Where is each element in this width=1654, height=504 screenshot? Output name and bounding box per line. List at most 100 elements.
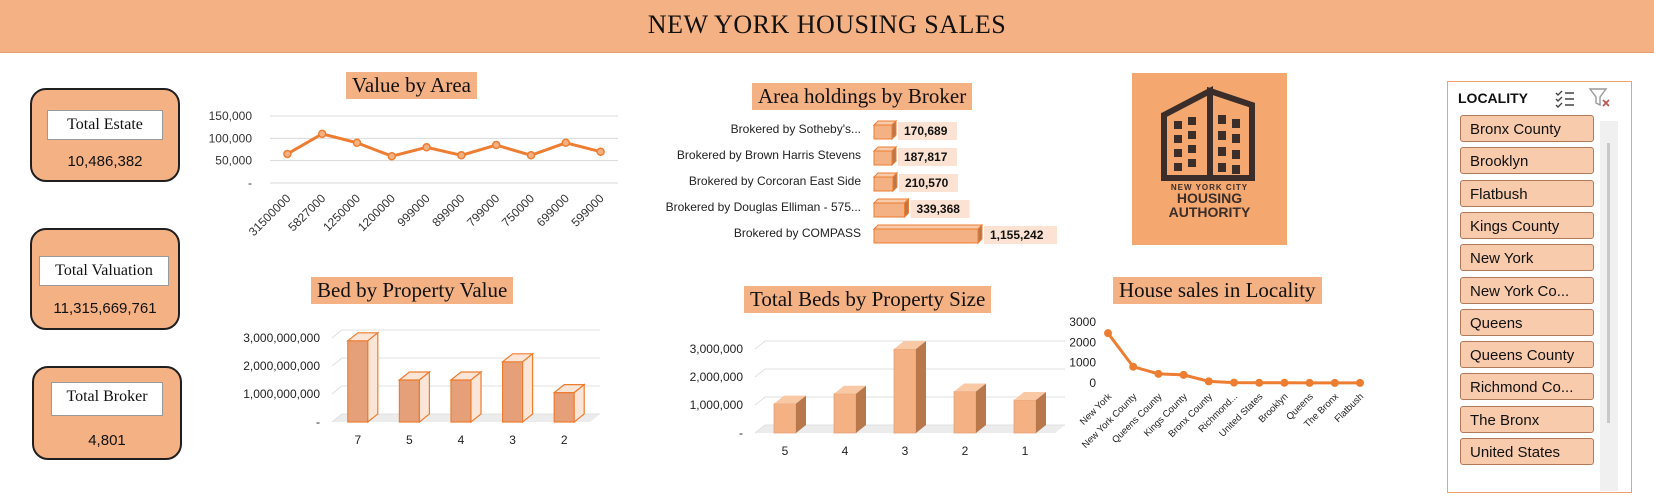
data-point <box>1179 370 1188 379</box>
slicer-item[interactable]: New York <box>1460 244 1594 272</box>
x-tick-label: 5827000 <box>285 191 328 234</box>
bar-top <box>1014 391 1046 400</box>
slicer-item[interactable]: Queens <box>1460 308 1594 336</box>
gridline <box>754 340 1065 350</box>
y-tick-label: - <box>248 176 252 190</box>
x-tick-label: 7 <box>354 433 361 447</box>
bar <box>773 403 797 434</box>
bar <box>553 391 575 423</box>
data-label-bg <box>984 226 1057 244</box>
series-line <box>1106 332 1360 385</box>
y-tick-label: 3000 <box>1070 315 1096 329</box>
y-category-label: Brokered by COMPASS <box>734 226 861 240</box>
kpi-total-broker: Total Broker 4,801 <box>32 366 182 460</box>
y-category-label: Brokered by Brown Harris Stevens <box>677 148 861 162</box>
x-tick-label: 599000 <box>569 191 607 229</box>
multi-select-icon[interactable] <box>1554 88 1576 108</box>
logo-line2: HOUSING <box>1177 190 1242 206</box>
kpi-total-estate-label: Total Estate <box>47 110 163 140</box>
slicer-title: LOCALITY <box>1458 90 1528 106</box>
bar-top <box>872 224 984 230</box>
data-label-bg <box>898 148 957 166</box>
data-label-bg <box>898 122 957 140</box>
clear-filter-icon[interactable] <box>1588 87 1612 109</box>
bar-side <box>892 171 898 193</box>
bar-side <box>367 331 379 424</box>
bar-top <box>894 341 926 349</box>
y-tick-label: 0 <box>1089 376 1096 390</box>
slicer-scroll-thumb[interactable] <box>1607 143 1610 423</box>
chart-title-beds-by-size: Total Beds by Property Size <box>744 286 992 313</box>
bar-side <box>796 395 806 433</box>
data-point <box>596 147 605 156</box>
y-tick-label: 2,000,000,000 <box>243 359 320 373</box>
y-tick-label: 2,000,000 <box>690 370 744 384</box>
x-tick-label: 4 <box>842 444 849 458</box>
bar <box>873 176 894 192</box>
chart-value-by-area: 150,000 100,000 50,000 -3150000058270001250… <box>209 109 618 239</box>
data-point <box>526 151 536 160</box>
data-point <box>387 151 397 161</box>
chart-total-beds-by-property-size: 3,000,000 2,000,000 1,000,000 - 5 4 3 2 1 <box>690 340 1065 458</box>
y-category-label: Brokered by Sotheby's... <box>731 122 861 136</box>
chart-title-bed-by-value: Bed by Property Value <box>311 277 514 304</box>
slicer-item[interactable]: Brooklyn <box>1460 147 1594 175</box>
bar-side <box>904 197 910 219</box>
bar <box>873 124 893 140</box>
y-tick-label: 1,000,000,000 <box>243 387 320 401</box>
bar-top <box>834 385 866 394</box>
data-point <box>1204 377 1213 386</box>
slicer-item[interactable]: Bronx County <box>1460 115 1594 142</box>
bar <box>873 228 979 244</box>
slicer-item[interactable]: New York Co... <box>1460 276 1594 304</box>
slicer-item[interactable]: Flatbush <box>1460 179 1594 207</box>
x-tick-label: 699000 <box>534 191 572 229</box>
slicer-item[interactable]: Kings County <box>1460 211 1594 239</box>
bar <box>953 391 977 434</box>
housing-authority-logo: NEW YORK CITY HOUSING AUTHORITY <box>1132 73 1287 245</box>
bar <box>398 379 420 423</box>
y-tick-label: 100,000 <box>209 131 253 145</box>
building-icon <box>1161 86 1255 181</box>
slicer-item[interactable]: The Bronx <box>1460 405 1594 433</box>
x-tick-label: 5 <box>406 433 413 447</box>
y-tick-label: - <box>739 426 743 440</box>
bar <box>873 202 906 218</box>
x-tick-label: 999000 <box>395 191 433 229</box>
bar-side <box>976 383 986 433</box>
page-title: NEW YORK HOUSING SALES <box>647 10 1007 39</box>
kpi-total-broker-label: Total Broker <box>51 382 163 416</box>
x-tick-label: 799000 <box>464 191 502 229</box>
x-tick-label: 2 <box>962 444 969 458</box>
y-tick-label: - <box>316 415 320 429</box>
chart-area-holdings-by-broker: Brokered by Sotheby's... 170,689 Brokered … <box>666 119 1057 245</box>
slicer-scrollbar[interactable] <box>1600 121 1618 491</box>
x-tick-label: 1200000 <box>355 191 398 234</box>
x-tick-label: 4 <box>458 433 465 447</box>
bar <box>502 361 524 423</box>
data-label: 187,817 <box>904 150 948 164</box>
data-point <box>352 138 362 148</box>
x-tick-label: 1250000 <box>320 191 363 234</box>
slicer-item[interactable]: United States <box>1460 438 1594 465</box>
data-label-bg <box>910 200 970 218</box>
bar-side <box>1036 391 1046 433</box>
bar-top <box>954 383 986 392</box>
data-point <box>317 129 327 139</box>
data-point <box>457 151 466 160</box>
kpi-total-valuation-label: Total Valuation <box>39 256 169 286</box>
y-tick-label: 2000 <box>1070 335 1096 349</box>
bar <box>1013 399 1037 434</box>
data-point <box>1330 378 1339 387</box>
slicer-item[interactable]: Richmond Co... <box>1460 373 1594 401</box>
y-tick-label: 150,000 <box>209 109 253 123</box>
slicer-item[interactable]: Queens County <box>1460 341 1594 369</box>
kpi-total-valuation: Total Valuation 11,315,669,761 <box>30 228 180 330</box>
x-tick-label: 899000 <box>429 191 467 229</box>
data-point <box>491 140 501 150</box>
data-point <box>1230 378 1238 387</box>
data-point <box>1280 378 1289 387</box>
logo-line3: AUTHORITY <box>1169 204 1251 220</box>
bar-side <box>418 370 430 424</box>
